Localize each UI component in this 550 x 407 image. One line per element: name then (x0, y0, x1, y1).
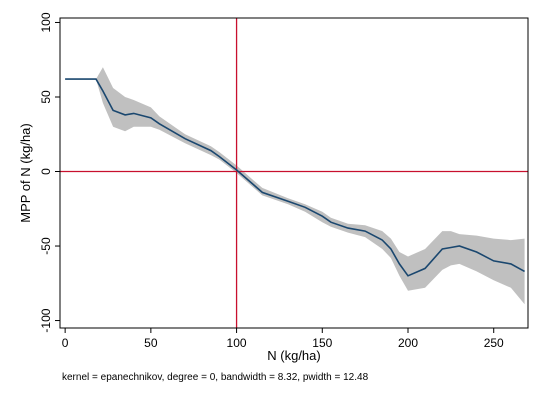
confidence-band-layer (65, 67, 525, 305)
plot-frame (59, 17, 529, 329)
x-tick-label: 200 (398, 336, 418, 350)
x-tick-label: 0 (62, 336, 69, 350)
axes-layer: 0 50 100 150 200 250 100 50 0 -50 -100 (39, 12, 529, 350)
y-tick-label: 50 (39, 90, 53, 104)
x-tick-label: 250 (484, 336, 504, 350)
x-axis-title: N (kg/ha) (267, 348, 320, 363)
x-tick-label: 50 (144, 336, 158, 350)
y-axis-title: MPP of N (kg/ha) (18, 123, 33, 222)
mpp-line-layer (65, 78, 525, 277)
x-tick-label: 150 (312, 336, 332, 350)
confidence-band (65, 67, 525, 305)
reference-lines-layer (60, 18, 528, 328)
y-tick-label: 100 (39, 12, 53, 32)
y-tick-label: -100 (39, 308, 53, 332)
mpp-line (65, 78, 525, 277)
y-tick-label: -50 (39, 237, 53, 255)
y-tick-label: 0 (39, 168, 53, 175)
kernel-note: kernel = epanechnikov, degree = 0, bandw… (62, 372, 369, 383)
x-tick-label: 100 (227, 336, 247, 350)
